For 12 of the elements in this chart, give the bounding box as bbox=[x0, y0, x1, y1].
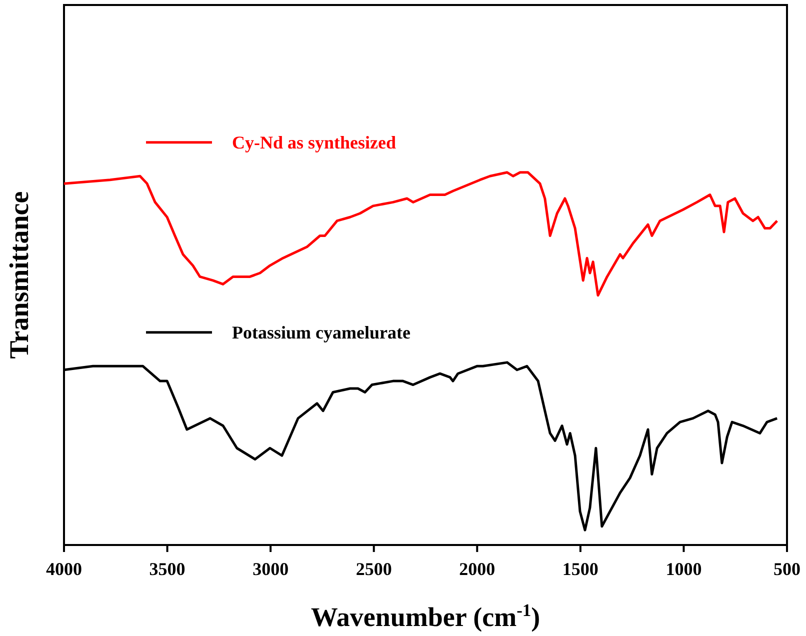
legend-label: Potassium cyamelurate bbox=[232, 322, 410, 342]
x-tick-label: 3500 bbox=[149, 558, 186, 579]
x-tick-label: 2000 bbox=[459, 558, 496, 579]
x-tick-label: 2500 bbox=[356, 558, 392, 579]
x-tick-label: 4000 bbox=[46, 558, 82, 579]
legend-label: Cy-Nd as synthesized bbox=[232, 132, 396, 152]
x-tick-label: 3000 bbox=[252, 558, 289, 579]
x-tick-label: 1000 bbox=[666, 558, 702, 579]
x-tick-label: 1500 bbox=[562, 558, 598, 579]
x-axis-title: Wavenumber (cm$^{-1}$) bbox=[310, 600, 540, 632]
y-axis-title: Transmittance bbox=[4, 191, 34, 359]
x-tick-label: 500 bbox=[774, 558, 800, 579]
